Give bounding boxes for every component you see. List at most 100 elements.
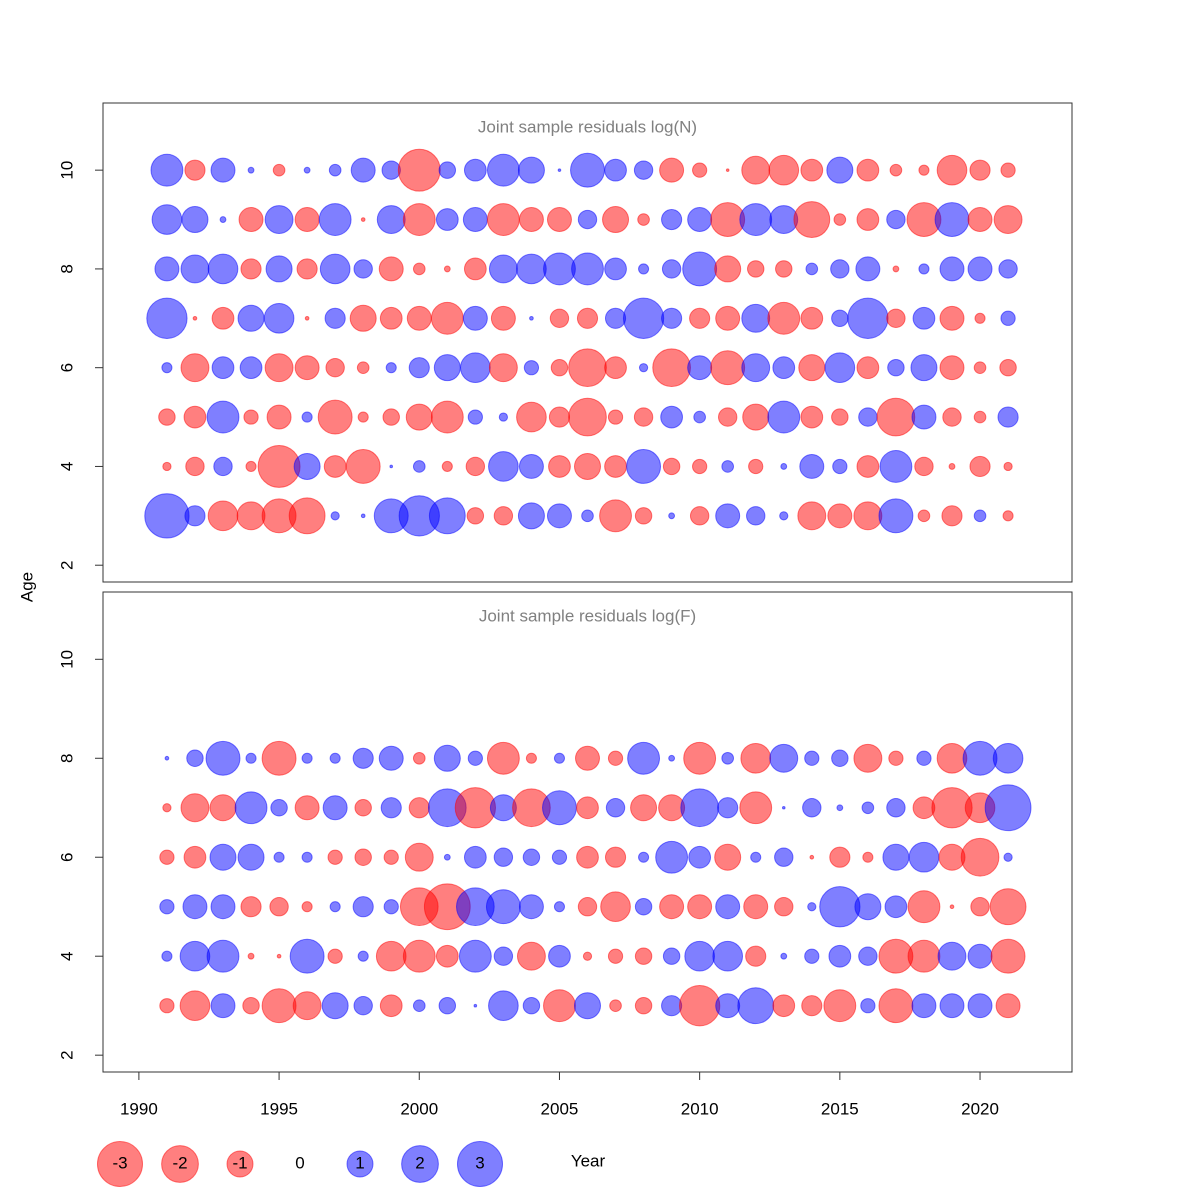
- bubble: [328, 163, 342, 177]
- bubble: [210, 993, 236, 1019]
- bubble: [294, 355, 320, 381]
- bubble: [161, 362, 173, 374]
- bubble: [293, 452, 321, 480]
- bubble: [553, 752, 565, 764]
- legend-bubble: [456, 1140, 504, 1188]
- bubble: [652, 348, 691, 388]
- bubble: [856, 208, 880, 231]
- bubble: [768, 154, 800, 186]
- bubble: [967, 207, 993, 233]
- bubble: [239, 356, 263, 380]
- bubble: [973, 410, 987, 424]
- bubble: [633, 160, 654, 180]
- bubble: [767, 301, 801, 335]
- bubble: [488, 254, 518, 284]
- legend-bubble: [401, 1145, 439, 1183]
- bubble: [319, 253, 351, 285]
- bubble: [237, 304, 265, 332]
- bubble: [1003, 852, 1013, 862]
- bubble: [443, 853, 451, 861]
- bubble: [910, 354, 938, 382]
- bubble: [937, 941, 967, 971]
- bubble: [969, 455, 991, 478]
- bubble: [430, 400, 464, 434]
- bubble: [553, 901, 565, 913]
- bubble: [774, 897, 794, 917]
- bubble: [467, 750, 483, 766]
- bubble: [800, 306, 824, 330]
- bubble: [826, 156, 854, 184]
- bubble: [576, 307, 599, 329]
- bubble: [548, 406, 571, 428]
- bubble: [270, 799, 288, 817]
- bubble: [321, 992, 349, 1020]
- bubble: [995, 993, 1021, 1019]
- bubble: [264, 353, 294, 383]
- bubble: [604, 356, 627, 380]
- bubble: [911, 404, 937, 430]
- bubble: [833, 213, 847, 226]
- bubble: [304, 315, 310, 321]
- bubble: [264, 205, 294, 234]
- bubble: [266, 404, 292, 430]
- bubble: [741, 303, 771, 333]
- legend-bubble: [226, 1150, 254, 1178]
- bubble: [684, 940, 715, 972]
- bubble: [916, 750, 932, 766]
- bubble: [748, 458, 764, 475]
- bubble: [146, 297, 188, 339]
- bubble: [211, 306, 235, 330]
- bubble: [715, 993, 741, 1019]
- bubble: [473, 1003, 478, 1008]
- bubble: [576, 796, 599, 820]
- bubble: [486, 203, 520, 236]
- bubble: [974, 312, 986, 324]
- bubble: [435, 944, 459, 968]
- bubble: [408, 797, 430, 819]
- bubble: [800, 405, 824, 429]
- bubble: [516, 253, 547, 285]
- bubble: [209, 794, 237, 822]
- bubble: [807, 902, 817, 912]
- bubble: [516, 941, 546, 971]
- x-tick-label: 2010: [681, 1099, 719, 1118]
- bubble: [240, 258, 262, 280]
- bubble: [634, 507, 653, 525]
- bubble: [571, 252, 604, 286]
- bubble: [633, 407, 654, 427]
- bubble: [832, 458, 848, 475]
- bubble: [522, 848, 541, 866]
- bubble: [682, 251, 718, 287]
- bubble: [206, 400, 240, 434]
- bubble: [775, 260, 793, 278]
- bubble: [780, 952, 788, 960]
- bubble: [576, 845, 599, 869]
- bubble: [828, 944, 852, 968]
- legend-bubble: [96, 1140, 144, 1188]
- bubble: [324, 307, 346, 329]
- bubble: [912, 306, 936, 330]
- bubble: [219, 216, 227, 223]
- bubble: [577, 209, 598, 230]
- bubble: [186, 749, 204, 767]
- bubble: [261, 740, 297, 776]
- bubble: [634, 996, 653, 1015]
- bubble: [438, 996, 457, 1015]
- bubble: [801, 995, 823, 1017]
- legend-label: -2: [172, 1153, 187, 1172]
- bubble: [488, 451, 519, 482]
- bubble: [884, 895, 908, 919]
- bubble: [878, 988, 914, 1024]
- bubble: [581, 509, 594, 523]
- bubble: [853, 743, 883, 773]
- bubble: [486, 153, 520, 187]
- bubble: [743, 894, 769, 920]
- y-axis-label: Age: [17, 572, 36, 602]
- bubble: [917, 509, 931, 523]
- bubble: [967, 943, 993, 969]
- legend-bubble: [346, 1150, 374, 1178]
- bubble: [745, 945, 767, 967]
- x-tick-label: 2005: [541, 1099, 579, 1118]
- bubble: [303, 166, 311, 174]
